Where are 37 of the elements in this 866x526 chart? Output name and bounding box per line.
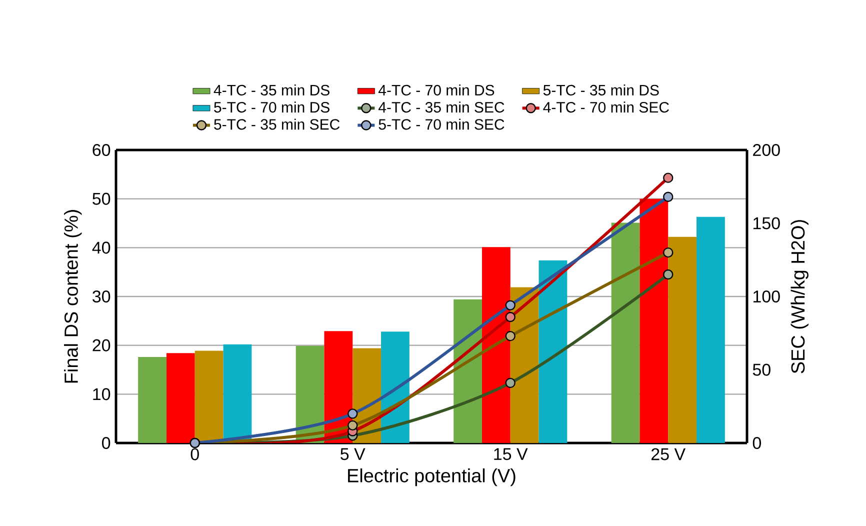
y-tick-label: 50 xyxy=(92,192,110,205)
legend-label: 5-TC - 70 min DS xyxy=(214,102,330,113)
bar xyxy=(640,198,668,443)
bar xyxy=(194,350,224,443)
y2-tick-label: 100 xyxy=(754,290,780,303)
y-tick-label: 60 xyxy=(92,144,110,156)
y-axis-title: Final DS content (%) xyxy=(64,210,82,383)
bar xyxy=(538,260,568,443)
x-tick-label: 5 V xyxy=(340,448,366,460)
bar xyxy=(611,222,640,443)
legend-label: 4-TC - 35 min DS xyxy=(214,84,330,96)
y2-tick-label: 50 xyxy=(752,364,770,376)
y2-tick-label: 0 xyxy=(752,436,761,450)
y-tick-label: 10 xyxy=(93,388,110,400)
x-tick-label: 25 V xyxy=(652,448,686,460)
x-axis-title: Electric potential (V) xyxy=(348,468,516,486)
bar xyxy=(696,216,725,443)
bar xyxy=(454,299,482,443)
legend-label: 4-TC - 35 min SEC xyxy=(378,102,504,113)
legend-label: 5-TC - 35 min SEC xyxy=(214,118,340,130)
bar xyxy=(166,353,195,443)
x-tick-label: 0 xyxy=(190,448,199,460)
bar xyxy=(668,236,697,443)
y-tick-label: 30 xyxy=(92,290,110,303)
y2-tick-label: 200 xyxy=(753,144,780,156)
bar xyxy=(482,247,510,443)
bar xyxy=(138,357,166,443)
legend-label: 5-TC - 70 min SEC xyxy=(378,118,504,130)
x-tick-label: 15 V xyxy=(494,448,528,460)
y2-axis-title: SEC (Wh/kg H2O) xyxy=(790,220,808,374)
legend-label: 4-TC - 70 min DS xyxy=(378,84,494,96)
y2-tick-label: 150 xyxy=(754,217,780,230)
y-tick-label: 0 xyxy=(102,436,110,450)
y-tick-label: 40 xyxy=(92,242,110,254)
legend-label: 5-TC - 35 min DS xyxy=(543,84,659,96)
y-tick-label: 20 xyxy=(92,339,110,352)
legend-label: 4-TC - 70 min SEC xyxy=(543,102,669,113)
